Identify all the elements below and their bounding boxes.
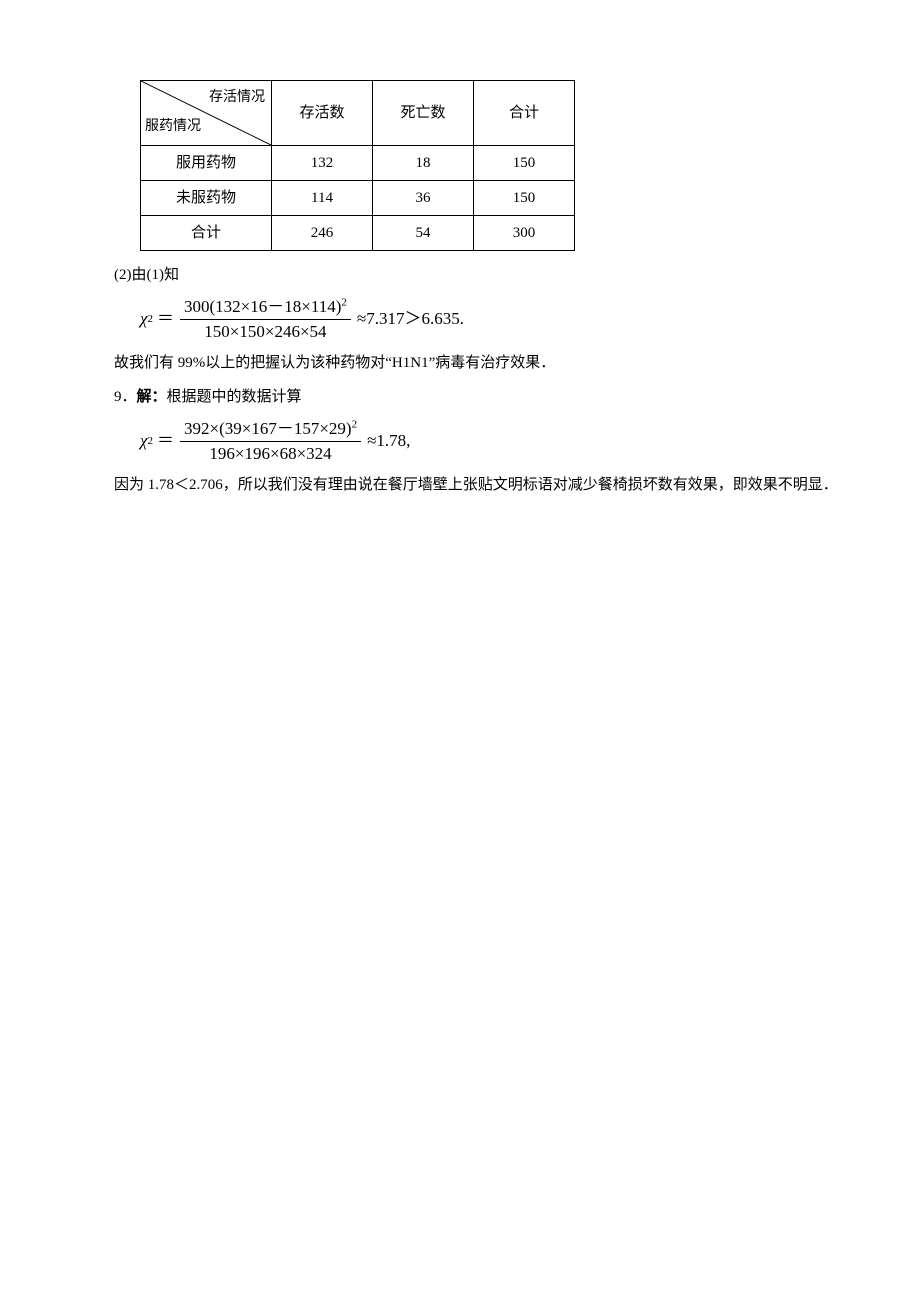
formula-tail: ≈1.78, <box>367 425 410 457</box>
col-header: 存活数 <box>272 81 373 146</box>
numerator: 300(132×16－18×114)2 <box>180 296 351 320</box>
denominator: 150×150×246×54 <box>200 320 330 343</box>
equals-sign: ＝ <box>157 425 174 457</box>
table-row: 服用药物 132 18 150 <box>141 146 575 181</box>
cell: 246 <box>272 216 373 251</box>
cell: 132 <box>272 146 373 181</box>
q9-number: 9． <box>114 389 137 405</box>
cell: 114 <box>272 181 373 216</box>
table-row: 合计 246 54 300 <box>141 216 575 251</box>
table-diagonal-header: 存活情况 服药情况 <box>141 81 272 146</box>
row-label: 未服药物 <box>141 181 272 216</box>
contingency-table: 存活情况 服药情况 存活数 死亡数 合计 服用药物 132 18 150 未服药… <box>140 80 575 251</box>
chi-square-formula-1: χ2 ＝ 300(132×16－18×114)2 150×150×246×54 … <box>140 296 844 343</box>
col-header: 合计 <box>474 81 575 146</box>
cell: 36 <box>373 181 474 216</box>
denominator: 196×196×68×324 <box>205 442 335 465</box>
paragraph-conclusion-2: 因为 1.78＜2.706，所以我们没有理由说在餐厅墙壁上张贴文明标语对减少餐椅… <box>84 471 844 500</box>
diag-header-top: 存活情况 <box>209 85 265 112</box>
diag-header-bottom: 服药情况 <box>145 114 201 141</box>
cell: 150 <box>474 146 575 181</box>
table-header-row: 存活情况 服药情况 存活数 死亡数 合计 <box>141 81 575 146</box>
col-header: 死亡数 <box>373 81 474 146</box>
table-row: 未服药物 114 36 150 <box>141 181 575 216</box>
cell: 300 <box>474 216 575 251</box>
fraction: 300(132×16－18×114)2 150×150×246×54 <box>180 296 351 343</box>
chi-symbol: χ <box>140 425 147 457</box>
cell: 150 <box>474 181 575 216</box>
q9-answer-label: 解： <box>137 388 167 405</box>
document-body: 存活情况 服药情况 存活数 死亡数 合计 服用药物 132 18 150 未服药… <box>84 80 844 499</box>
row-label: 服用药物 <box>141 146 272 181</box>
q9-text: 根据题中的数据计算 <box>167 389 302 405</box>
row-label: 合计 <box>141 216 272 251</box>
chi-symbol: χ <box>140 303 147 335</box>
cell: 18 <box>373 146 474 181</box>
numerator: 392×(39×167－157×29)2 <box>180 418 361 442</box>
chi-square-formula-2: χ2 ＝ 392×(39×167－157×29)2 196×196×68×324… <box>140 418 844 465</box>
cell: 54 <box>373 216 474 251</box>
equals-sign: ＝ <box>157 303 174 335</box>
paragraph-step2-intro: (2)由(1)知 <box>84 261 844 290</box>
paragraph-conclusion-1: 故我们有 99%以上的把握认为该种药物对“H1N1”病毒有治疗效果． <box>84 349 844 378</box>
formula-tail: ≈7.317＞6.635. <box>357 303 464 335</box>
fraction: 392×(39×167－157×29)2 196×196×68×324 <box>180 418 361 465</box>
question-9-line: 9．解：根据题中的数据计算 <box>84 383 844 412</box>
